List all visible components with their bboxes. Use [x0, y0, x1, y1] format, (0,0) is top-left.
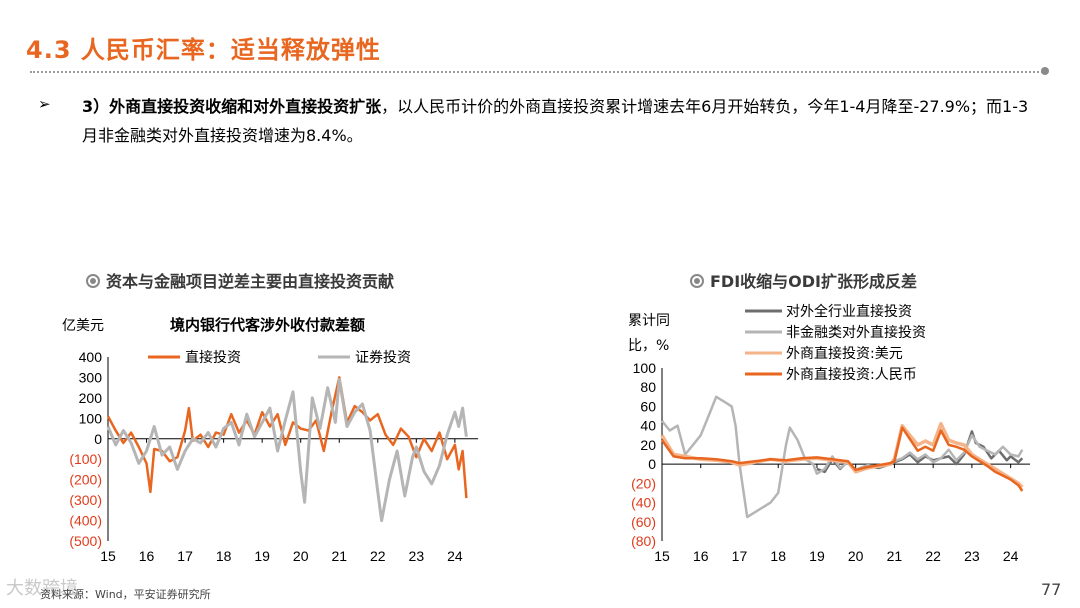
title-divider [30, 71, 1046, 73]
footer-source: 资料来源：Wind，平安证券研究所 [40, 588, 211, 601]
y-tick-label: (500) [69, 533, 102, 549]
bullet-paragraph: 3）外商直接投资收缩和对外直接投资扩张，以人民币计价的外商直接投资累计增速去年6… [82, 92, 1042, 150]
y-tick-label: 300 [79, 369, 103, 385]
legend-label-2: 非金融类对外直接投资 [786, 324, 926, 341]
x-tick-label: 17 [177, 548, 193, 564]
y-tick-label: 0 [94, 431, 102, 447]
x-tick-label: 22 [370, 548, 386, 564]
y-tick-label: 80 [640, 379, 656, 395]
x-tick-label: 21 [331, 548, 347, 564]
y-tick-label: 0 [648, 456, 656, 472]
y-tick-label: (40) [631, 495, 656, 511]
legend-label-1: 对外全行业直接投资 [786, 303, 912, 320]
watermark: 大数跨境 [6, 578, 78, 599]
x-tick-label: 19 [809, 548, 825, 564]
x-tick-label: 23 [409, 548, 425, 564]
x-tick-label: 22 [925, 548, 941, 564]
x-tick-label: 18 [216, 548, 232, 564]
page-title: 4.3 人民币汇率：适当释放弹性 [26, 36, 381, 64]
x-tick-label: 15 [654, 548, 670, 564]
legend-label-3: 外商直接投资:美元 [786, 345, 903, 362]
bullet-body-text: ，以人民币计价的外商直接投资累计增速去年6月开始转负，今年1-4月降至-27.9… [82, 97, 1029, 145]
y-tick-label: (300) [69, 492, 102, 508]
x-tick-label: 19 [254, 548, 270, 564]
chart1-unit: 亿美元 [62, 318, 104, 334]
chart2-unit-line1: 累计同 [628, 313, 670, 329]
divider-end-dot [1041, 67, 1049, 75]
x-tick-label: 20 [848, 548, 864, 564]
series-line-2 [106, 378, 468, 523]
bullet-bold-text: 3）外商直接投资收缩和对外直接投资扩张 [82, 97, 382, 116]
x-tick-label: 24 [447, 548, 463, 564]
y-tick-label: 100 [79, 410, 103, 426]
y-tick-label: 60 [640, 398, 656, 414]
chart1-header-text: 资本与金融项目逆差主要由直接投资贡献 [106, 272, 395, 291]
legend-label-2: 证券投资 [355, 350, 411, 366]
x-tick-label: 24 [1003, 548, 1019, 564]
target-icon [690, 274, 704, 288]
x-tick-label: 20 [293, 548, 309, 564]
y-tick-label: 200 [79, 390, 103, 406]
x-tick-label: 15 [100, 548, 116, 564]
x-tick-label: 16 [139, 548, 155, 564]
chart2-header-text: FDI收缩与ODI扩张形成反差 [710, 272, 918, 291]
series-line-4 [660, 426, 1024, 492]
y-tick-label: 40 [640, 418, 656, 434]
chart1-header: 资本与金融项目逆差主要由直接投资贡献 [86, 268, 394, 292]
y-tick-label: (200) [69, 472, 102, 488]
page-number: 77 [1041, 580, 1062, 599]
y-tick-label: (100) [69, 451, 102, 467]
series-line-3 [660, 421, 1024, 489]
y-tick-label: (80) [631, 533, 656, 549]
series-line-2 [661, 395, 1024, 519]
legend-label-1: 直接投资 [185, 349, 241, 366]
x-tick-label: 23 [964, 548, 980, 564]
y-tick-label: (60) [631, 514, 656, 530]
chart2-unit-line2: 比，% [628, 338, 669, 354]
x-tick-label: 16 [693, 548, 709, 564]
y-tick-label: 20 [640, 437, 656, 453]
bullet-marker: ➢ [38, 95, 51, 113]
x-tick-label: 21 [887, 548, 903, 564]
legend-label-4: 外商直接投资:人民币 [786, 366, 917, 383]
y-tick-label: (20) [631, 475, 656, 491]
y-tick-label: (400) [69, 513, 102, 529]
y-tick-label: 100 [633, 360, 657, 376]
target-icon [86, 274, 100, 288]
y-tick-label: 400 [79, 349, 103, 365]
x-tick-label: 17 [732, 548, 748, 564]
chart1-title: 境内银行代客涉外收付款差额 [170, 316, 365, 334]
x-tick-label: 18 [770, 548, 786, 564]
chart2-header: FDI收缩与ODI扩张形成反差 [690, 268, 917, 292]
